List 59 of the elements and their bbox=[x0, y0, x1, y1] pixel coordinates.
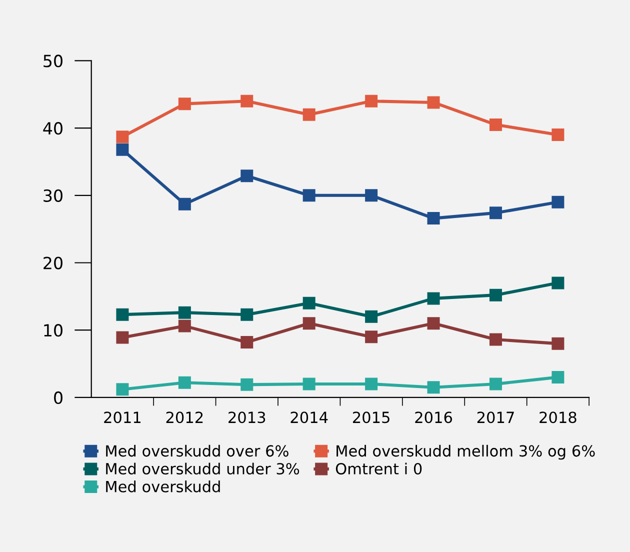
point bbox=[427, 96, 440, 109]
x-tick-label: 2017 bbox=[477, 412, 514, 424]
point bbox=[427, 212, 440, 225]
legend-label: Med overskudd mellom 3% og 6% bbox=[336, 444, 595, 460]
point bbox=[552, 196, 564, 208]
legend-label: Med overskudd bbox=[106, 480, 220, 492]
point bbox=[116, 383, 129, 396]
point bbox=[178, 376, 191, 389]
point bbox=[489, 206, 502, 220]
point bbox=[427, 381, 440, 394]
point bbox=[365, 94, 378, 108]
y-tick-label: 0 bbox=[54, 391, 62, 404]
point bbox=[116, 308, 129, 321]
point bbox=[552, 370, 564, 384]
point bbox=[178, 98, 191, 110]
point bbox=[365, 330, 378, 344]
point bbox=[178, 306, 191, 319]
point bbox=[116, 143, 129, 156]
legend-label: Omtrent i 0 bbox=[336, 462, 422, 475]
y-tick-label: 20 bbox=[44, 256, 62, 270]
point bbox=[365, 189, 378, 202]
point bbox=[552, 337, 564, 350]
point bbox=[489, 288, 502, 302]
point bbox=[240, 170, 254, 182]
point bbox=[116, 130, 129, 144]
x-tick-label: 2014 bbox=[290, 412, 328, 424]
point bbox=[302, 296, 316, 310]
y-tick-label: 40 bbox=[43, 122, 62, 135]
point bbox=[178, 198, 191, 210]
point bbox=[240, 336, 254, 348]
point bbox=[489, 378, 502, 390]
point bbox=[427, 292, 440, 305]
point bbox=[240, 94, 254, 108]
point bbox=[240, 308, 254, 321]
point bbox=[552, 276, 564, 290]
point bbox=[178, 320, 191, 332]
point bbox=[489, 333, 502, 346]
point bbox=[302, 189, 316, 202]
y-tick-label: 30 bbox=[44, 189, 62, 202]
x-tick-label: 2011 bbox=[104, 412, 140, 424]
point bbox=[365, 378, 378, 390]
legend-label: Med overskudd over 6% bbox=[106, 444, 288, 457]
x-tick-label: 2013 bbox=[228, 412, 266, 424]
point bbox=[240, 378, 254, 391]
x-tick-label: 2012 bbox=[166, 412, 203, 424]
x-tick-label: 2018 bbox=[540, 412, 576, 424]
point bbox=[302, 317, 316, 330]
point bbox=[552, 128, 564, 142]
point bbox=[427, 317, 440, 330]
x-tick-label: 2016 bbox=[415, 412, 452, 424]
point bbox=[302, 108, 316, 121]
legend-label: Med overskudd under 3% bbox=[106, 462, 300, 475]
y-tick-label: 10 bbox=[44, 324, 62, 337]
point bbox=[365, 310, 378, 323]
x-tick-label: 2015 bbox=[352, 412, 390, 424]
point bbox=[489, 118, 502, 131]
point bbox=[302, 378, 316, 390]
point bbox=[116, 331, 129, 344]
y-tick-label: 50 bbox=[44, 54, 62, 68]
